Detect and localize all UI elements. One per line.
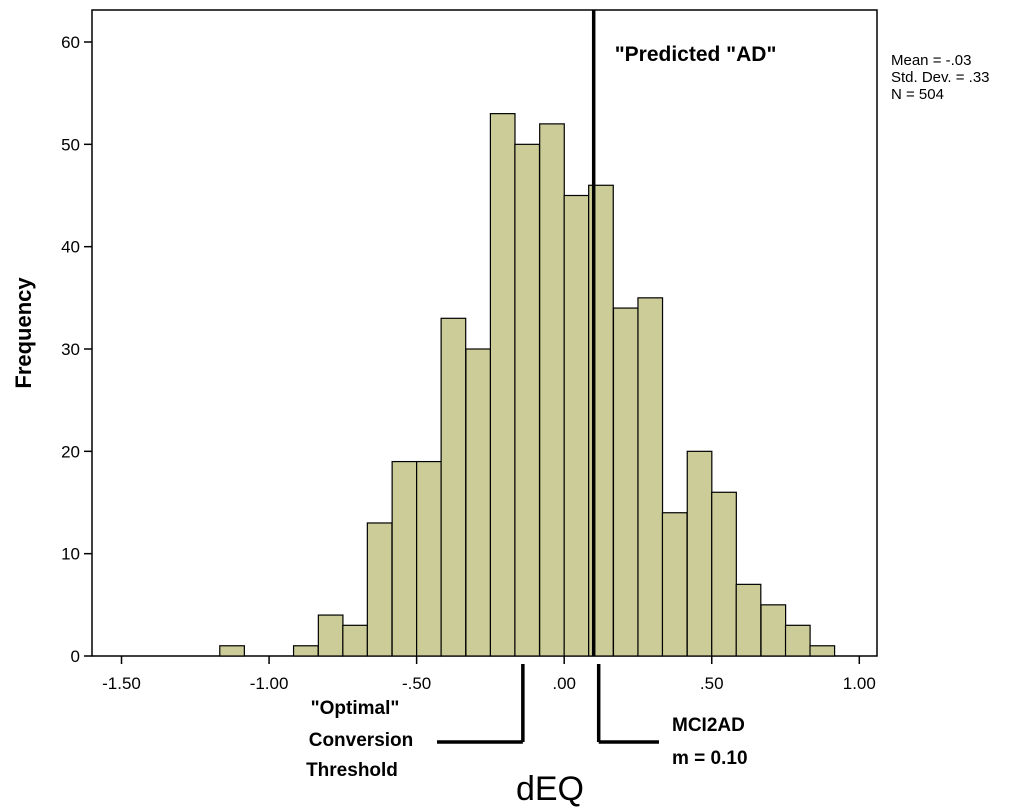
- optimal-label-line-3: Threshold: [306, 760, 398, 781]
- histogram-bar: [465, 348, 492, 657]
- histogram-bar: [292, 645, 319, 657]
- x-tick-label: .50: [700, 674, 724, 693]
- histogram-bar: [342, 624, 369, 657]
- histogram-bar: [686, 450, 713, 657]
- histogram-bar: [760, 604, 787, 657]
- optimal-threshold-annotation: "Optimal" Conversion Threshold: [306, 664, 525, 781]
- histogram-bar: [612, 307, 639, 657]
- mci2ad-label-line-1: MCI2AD: [672, 715, 745, 736]
- y-tick-label: 40: [61, 238, 80, 257]
- histogram-bar: [416, 460, 442, 657]
- bars-group: [219, 113, 836, 657]
- y-tick-label: 10: [61, 545, 80, 564]
- histogram-bar: [317, 614, 344, 657]
- stats-mean: Mean = -.03: [891, 52, 972, 69]
- stats-n: N = 504: [891, 86, 944, 103]
- stats-std-dev: Std. Dev. = .33: [891, 69, 990, 86]
- y-tick-label: 20: [61, 442, 80, 461]
- mci2ad-label-line-2: m = 0.10: [672, 748, 748, 769]
- y-tick-label: 30: [61, 340, 80, 359]
- histogram-bar: [219, 645, 245, 657]
- x-axis: -1.50 -1.00 -.50 .00 .50 1.00: [102, 656, 876, 693]
- histogram-bar: [539, 123, 565, 657]
- x-tick-label: .00: [552, 674, 576, 693]
- x-tick-label: -.50: [402, 674, 431, 693]
- mci2ad-annotation: MCI2AD m = 0.10: [596, 664, 748, 769]
- x-tick-label: -1.00: [250, 674, 289, 693]
- histogram-bar: [489, 113, 516, 657]
- histogram-bar: [366, 522, 393, 657]
- x-tick-label: 1.00: [843, 674, 876, 693]
- histogram-bar: [809, 645, 836, 657]
- x-tick-label: -1.50: [102, 674, 141, 693]
- optimal-label-line-1: "Optimal": [311, 698, 400, 719]
- histogram-bar: [735, 583, 762, 657]
- y-tick-label: 60: [61, 33, 80, 52]
- optimal-label-line-2: Conversion: [309, 730, 414, 751]
- y-tick-label: 50: [61, 135, 80, 154]
- y-axis-label: Frequency: [11, 277, 36, 389]
- histogram-bar: [514, 143, 541, 657]
- histogram-bar: [440, 317, 467, 657]
- histogram-bar: [637, 297, 664, 657]
- histogram-bar: [563, 194, 590, 657]
- histogram-bar: [661, 512, 688, 657]
- histogram-bar: [784, 624, 811, 657]
- y-axis: 0 10 20 30 40 50 60: [61, 33, 92, 666]
- y-tick-label: 0: [71, 647, 80, 666]
- x-axis-label: dEQ: [516, 770, 584, 808]
- predicted-ad-label: "Predicted "AD": [615, 43, 777, 66]
- histogram-bar: [391, 460, 418, 657]
- stats-box: Mean = -.03 Std. Dev. = .33 N = 504: [891, 52, 990, 103]
- histogram-bar: [711, 491, 737, 657]
